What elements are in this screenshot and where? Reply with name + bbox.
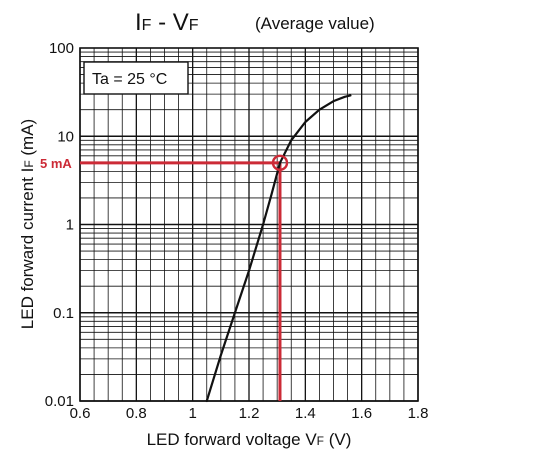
x-tick-label: 0.8 (126, 405, 147, 422)
y-tick-label: 10 (57, 128, 74, 145)
series-curve (205, 94, 352, 403)
annotation-box (83, 61, 189, 95)
marker-label: 5 mA (40, 156, 72, 171)
annotation-text: Ta = 25 °C (92, 71, 167, 88)
chart-title: IF - VF (135, 9, 199, 36)
x-tick-label: 1 (188, 405, 196, 422)
y-tick-label: 0.01 (45, 393, 74, 410)
y-tick-labels: 0.01 0.1 1 10 100 (45, 40, 74, 410)
x-tick-label: 1.2 (239, 405, 260, 422)
y-tick-label: 100 (49, 40, 74, 57)
plot-frame (79, 47, 419, 402)
marker-point (271, 154, 289, 172)
x-tick-label: 0.6 (70, 405, 91, 422)
chart-title-note: (Average value) (255, 14, 375, 33)
marker-group (80, 161, 282, 401)
y-axis-label: LED forward current IF (mA) (18, 119, 37, 329)
x-tick-labels: 0.6 0.8 1 1.2 1.4 1.6 1.8 (70, 405, 429, 422)
x-tick-label: 1.8 (408, 405, 429, 422)
grid-lines (79, 48, 419, 402)
y-tick-label: 0.1 (53, 305, 74, 322)
x-axis-label: LED forward voltage VF (V) (147, 430, 352, 449)
x-tick-label: 1.6 (351, 405, 372, 422)
y-tick-label: 1 (66, 217, 74, 234)
x-tick-label: 1.4 (295, 405, 316, 422)
